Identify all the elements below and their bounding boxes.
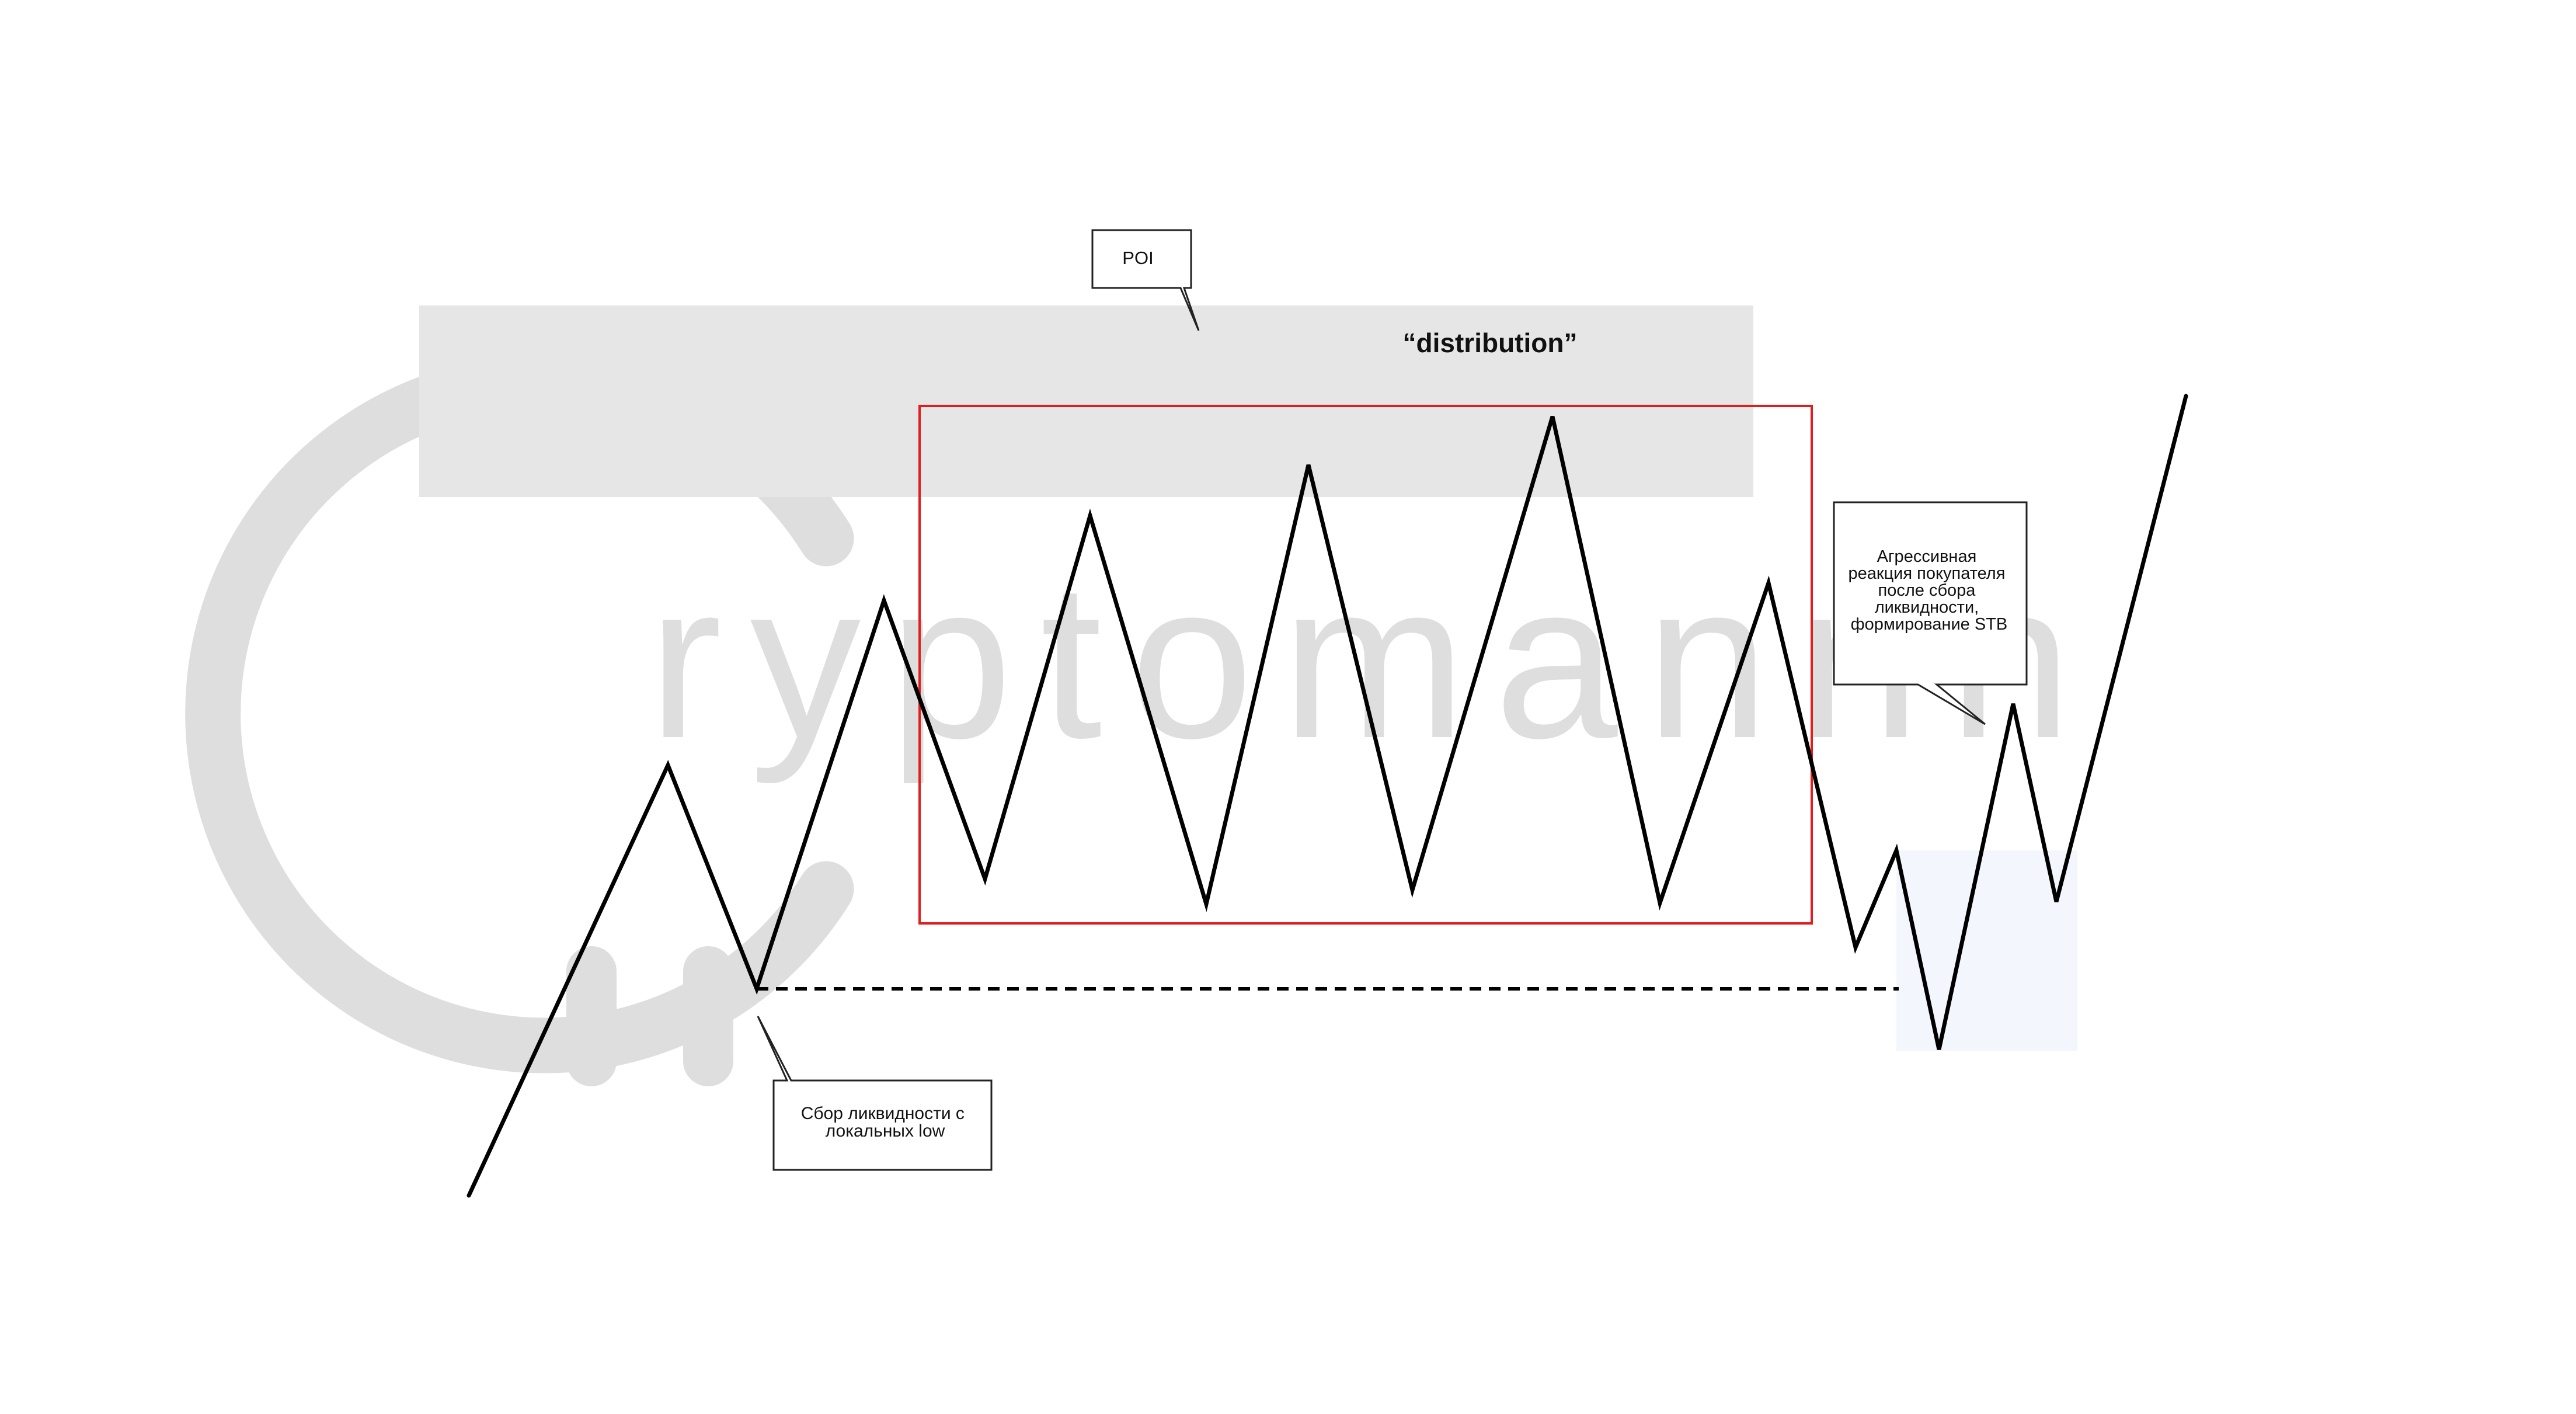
reaction-callout-line-4: ликвидности,: [1875, 598, 1979, 617]
poi-callout: POI: [1091, 229, 1200, 331]
reaction-callout: Агрессивная реакция покупателя после сбо…: [1833, 501, 2028, 725]
poi-callout-line: POI: [1122, 248, 1153, 268]
reaction-callout-line-2: реакция покупателя: [1849, 564, 2006, 583]
liquidity-callout: Сбор ликвидности с локальных low: [757, 1016, 993, 1171]
reaction-callout-line-5: формирование STB: [1851, 615, 2008, 634]
distribution-range-box: [918, 405, 1813, 925]
buyer-reaction-zone: [1896, 850, 2077, 1051]
poi-callout-bubble: [1091, 229, 1200, 331]
reaction-callout-text: Агрессивная реакция покупателя после сбо…: [1849, 547, 2010, 634]
reaction-callout-bubble: [1833, 501, 2028, 725]
liquidity-callout-line-2: локальных low: [826, 1121, 945, 1141]
distribution-label: “distribution”: [1403, 328, 1578, 358]
poi-zone: [419, 305, 1753, 497]
poi-callout-text: POI: [1122, 248, 1153, 268]
reaction-callout-line-3: после сбора: [1878, 581, 1976, 600]
liquidity-callout-line-1: Сбор ликвидности с: [801, 1104, 965, 1123]
reaction-callout-line-1: Агрессивная: [1877, 547, 1977, 566]
liquidity-callout-bubble: [757, 1016, 993, 1171]
price-path-line: [467, 394, 2188, 1198]
liquidity-callout-text: Сбор ликвидности с локальных low: [801, 1104, 970, 1141]
